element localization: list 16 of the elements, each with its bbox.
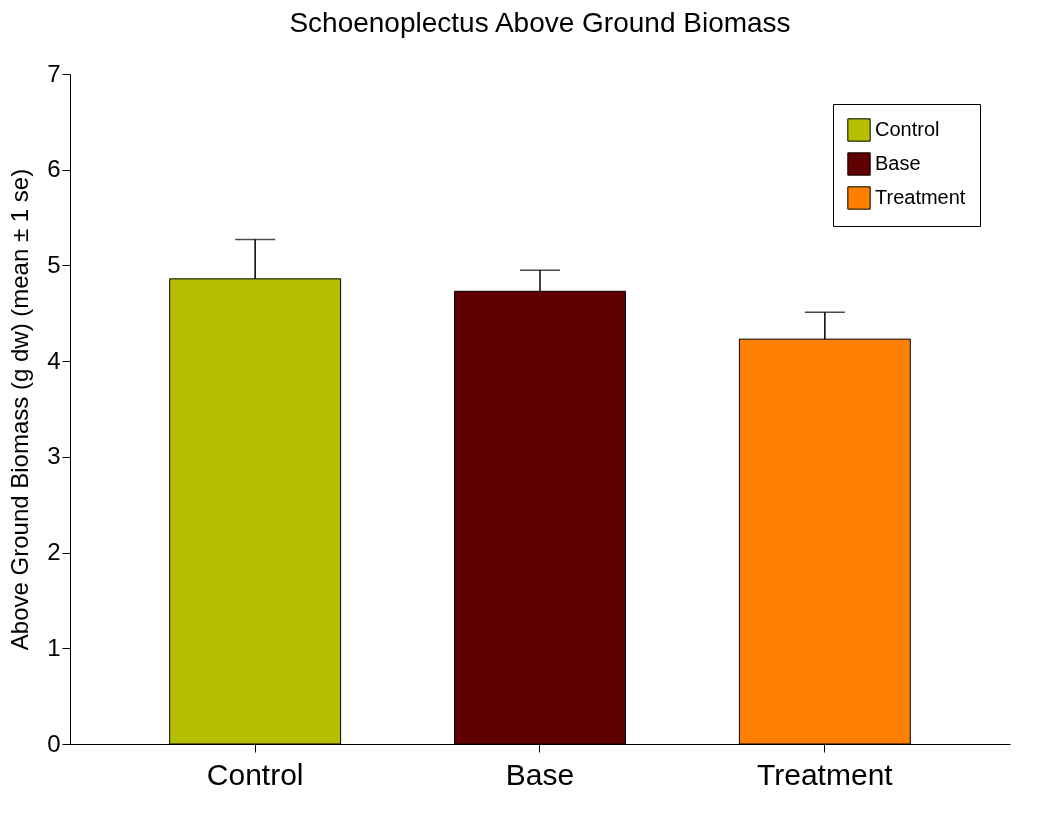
- x-tick-label: Control: [206, 757, 304, 791]
- x-tick-label: Treatment: [757, 757, 894, 791]
- chart-title: Schoenoplectus Above Ground Biomass: [289, 7, 791, 38]
- y-tick-label: 5: [47, 250, 61, 278]
- y-axis-title: Above Ground Biomass (g dw) (mean ± 1 se): [6, 168, 34, 651]
- y-tick-label: 7: [47, 59, 61, 87]
- y-tick-label: 0: [47, 729, 61, 757]
- y-tick-label: 2: [47, 538, 61, 566]
- x-tick-label: Base: [505, 757, 575, 791]
- y-tick-label: 4: [47, 346, 61, 374]
- y-tick-label: 1: [47, 633, 61, 661]
- legend-label: Base: [875, 152, 921, 174]
- y-tick-label: 3: [47, 442, 61, 470]
- y-tick-label: 6: [47, 155, 61, 183]
- legend-label: Control: [875, 118, 940, 140]
- legend-label: Treatment: [875, 186, 966, 208]
